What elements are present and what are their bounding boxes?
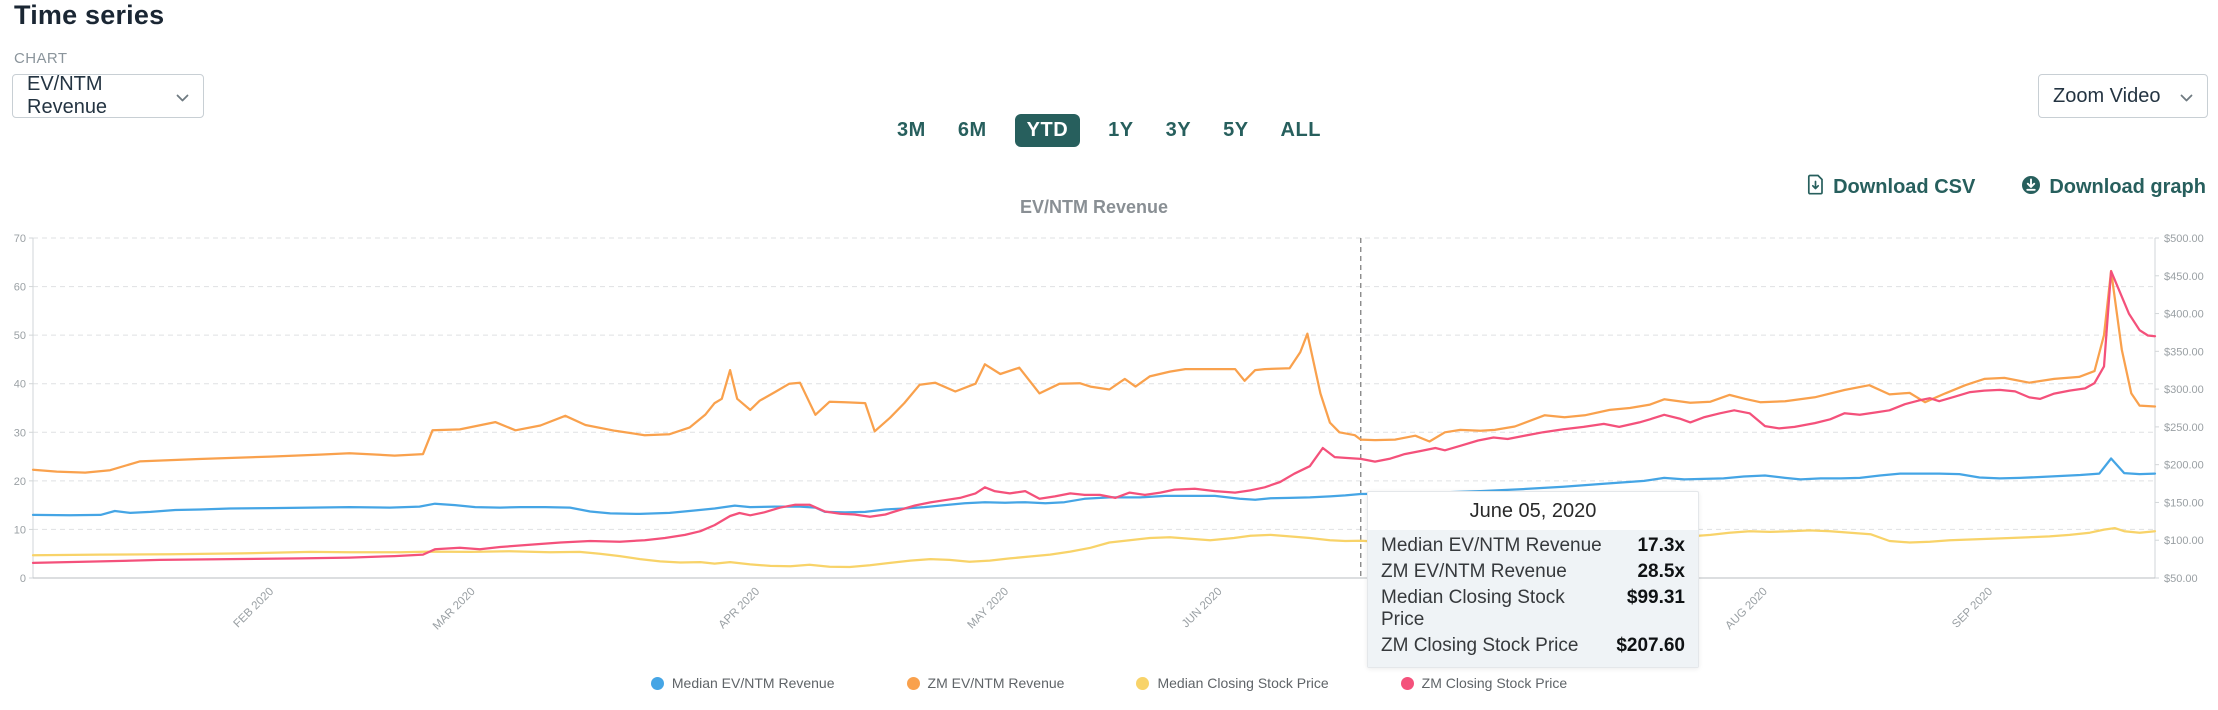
download-graph-link[interactable]: Download graph (2021, 175, 2206, 201)
y-axis-label-right: $500.00 (2164, 233, 2204, 245)
legend-item[interactable]: Median EV/NTM Revenue (650, 675, 835, 691)
y-axis-label-right: $250.00 (2164, 422, 2204, 434)
range-button-6m[interactable]: 6M (957, 118, 987, 141)
chart-tooltip: June 05, 2020 Median EV/NTM Revenue 17.3x… (1367, 491, 1699, 668)
range-button-3y[interactable]: 3Y (1165, 118, 1192, 141)
y-axis-label-right: $300.00 (2164, 384, 2204, 396)
chart-select-label: CHART (14, 50, 68, 67)
x-axis-label: APR 2020 (717, 586, 763, 632)
legend-label: Median Closing Stock Price (1157, 675, 1329, 691)
chart-title: EV/NTM Revenue (1020, 197, 1168, 217)
y-axis-label-right: $100.00 (2164, 535, 2204, 547)
x-axis-label: MAY 2020 (966, 586, 1012, 632)
x-axis-label: FEB 2020 (232, 586, 277, 631)
legend-dot-icon (650, 676, 664, 690)
tooltip-row-label: Median EV/NTM Revenue (1381, 535, 1602, 556)
legend-label: ZM EV/NTM Revenue (927, 675, 1065, 691)
y-axis-label-right: $400.00 (2164, 309, 2204, 321)
range-button-5y[interactable]: 5Y (1223, 118, 1249, 141)
legend-label: Median EV/NTM Revenue (671, 675, 835, 691)
legend-item[interactable]: ZM EV/NTM Revenue (906, 675, 1065, 691)
range-button-all[interactable]: ALL (1280, 118, 1321, 141)
y-axis-label-left: 50 (14, 330, 26, 342)
download-graph-label: Download graph (2049, 176, 2206, 198)
chart-type-select[interactable]: EV/NTM Revenue (12, 73, 204, 118)
tooltip-date: June 05, 2020 (1469, 500, 1597, 522)
legend-item[interactable]: Median Closing Stock Price (1136, 675, 1329, 691)
y-axis-label-right: $150.00 (2164, 497, 2204, 509)
y-axis-label-left: 0 (20, 573, 26, 585)
range-button-3m[interactable]: 3M (897, 118, 926, 141)
y-axis-label-right: $50.00 (2164, 573, 2198, 585)
legend-dot-icon (1400, 676, 1414, 690)
chart-legend: Median EV/NTM Revenue ZM EV/NTM Revenue Me… (0, 666, 2218, 700)
tooltip-row: ZM Closing Stock Price $207.60 (1368, 633, 1698, 659)
y-axis-label-left: 70 (14, 233, 26, 245)
page-title: Time series (14, 0, 165, 30)
file-download-icon (1806, 174, 1825, 201)
tooltip-row-label: ZM Closing Stock Price (1381, 635, 1579, 656)
y-axis-label-right: $450.00 (2164, 271, 2204, 283)
legend-dot-icon (906, 676, 920, 690)
tooltip-body: Median EV/NTM Revenue 17.3x ZM EV/NTM Reve… (1368, 530, 1698, 667)
tooltip-row-label: Median Closing Stock Price (1381, 587, 1565, 630)
time-range-bar: 3M 6M YTD 1Y 3Y 5Y ALL (0, 112, 2218, 148)
legend-item[interactable]: ZM Closing Stock Price (1400, 675, 1568, 691)
legend-dot-icon (1136, 676, 1150, 690)
x-axis-label: MAR 2020 (431, 586, 478, 633)
tooltip-row-label: ZM EV/NTM Revenue (1381, 561, 1567, 582)
tooltip-row: Median EV/NTM Revenue 17.3x (1368, 533, 1698, 559)
chart-type-select-value: EV/NTM Revenue (27, 73, 108, 118)
download-csv-label: Download CSV (1833, 176, 1976, 198)
company-select[interactable]: Zoom Video (2038, 74, 2208, 118)
legend-label: ZM Closing Stock Price (1421, 675, 1568, 691)
tooltip-row-value: 17.3x (1637, 535, 1685, 556)
chevron-down-icon (2180, 86, 2193, 109)
series-line (31, 457, 2157, 517)
y-axis-label-left: 20 (14, 476, 26, 488)
tooltip-row-value: $99.31 (1626, 587, 1685, 608)
series-line (31, 269, 2157, 474)
y-axis-label-right: $350.00 (2164, 346, 2204, 358)
range-button-ytd[interactable]: YTD (1014, 113, 1081, 147)
tooltip-row-value: $207.60 (1616, 635, 1685, 656)
chevron-down-icon (176, 86, 189, 109)
range-button-1y[interactable]: 1Y (1108, 118, 1134, 141)
y-axis-label-left: 60 (14, 282, 26, 294)
series-line (31, 270, 2157, 565)
download-csv-link[interactable]: Download CSV (1806, 174, 1975, 201)
series-line (31, 526, 2157, 569)
y-axis-label-right: $200.00 (2164, 460, 2204, 472)
y-axis-label-left: 30 (14, 427, 26, 439)
x-axis-label: JUN 2020 (1180, 586, 1225, 631)
company-select-value: Zoom Video (2053, 84, 2161, 107)
download-bar: Download CSV Download graph (1806, 174, 2206, 201)
x-axis-label: AUG 2020 (1723, 586, 1769, 632)
circle-download-icon (2021, 175, 2041, 201)
y-axis-label-left: 10 (14, 524, 26, 536)
tooltip-row-value: 28.5x (1637, 561, 1685, 582)
y-axis-label-left: 40 (14, 379, 26, 391)
tooltip-row: Median Closing Stock Price $99.31 (1368, 585, 1698, 633)
x-axis-label: SEP 2020 (1950, 586, 1995, 631)
tooltip-row: ZM EV/NTM Revenue 28.5x (1368, 559, 1698, 585)
